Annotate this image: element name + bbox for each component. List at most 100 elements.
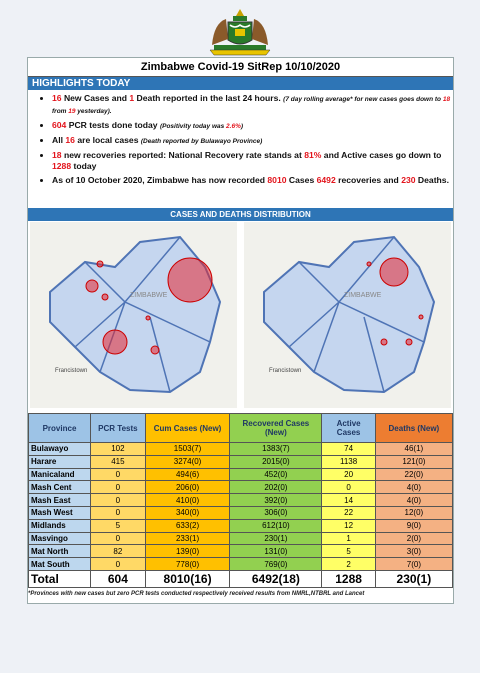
cell: 612(10) [229,518,323,533]
highlight-text: today [71,161,97,171]
highlight-text: yesterday). [75,108,112,115]
row: Masvingo 0 233(1) 230(1) 1 2(0) [28,531,454,546]
cell: 12 [321,518,376,533]
highlight-text: 81% [304,150,322,160]
sitrep: Zimbabwe Covid-19 SitRep 10/10/2020 HIGH… [27,57,454,604]
map-label: Francistown [55,368,87,374]
row: Manicaland 0 494(6) 452(0) 20 22(0) [28,467,454,482]
highlight: 604 PCR tests done today (Positivity tod… [52,120,457,132]
cell: Mash West [28,505,91,520]
cell: 14 [321,493,376,507]
total-cell: 8010(16) [144,569,231,588]
cell: 1503(7) [144,442,231,456]
row: Midlands 5 633(2) 612(10) 12 9(0) [28,518,454,533]
highlight-text: (Death reported by Bulawayo Province) [140,138,263,145]
cell: Mash East [28,493,91,507]
cell: 0 [89,557,146,571]
cell: 74 [321,442,376,456]
total-cell: 1288 [321,569,376,588]
case-bubble [101,293,109,301]
highlight-text: As of 10 October 2020, Zimbabwe has now … [52,175,268,185]
header-cell: Recovered Cases (New) [229,413,323,443]
header-row: Province PCR Tests Cum Cases (New) Recovere… [28,413,454,443]
highlight-text: PCR tests done today [66,120,160,130]
highlight-text: (Positivity today was [159,123,227,130]
cell: 121(0) [374,454,454,469]
cell: 139(0) [144,544,231,559]
cell: 3(0) [374,544,454,559]
cell: 7(0) [374,557,454,571]
cell: 102 [89,442,146,456]
cell: 1383(7) [229,442,323,456]
cell: 22(0) [374,467,454,482]
highlight-text: All [52,135,66,145]
highlight-text: 18 [442,96,451,103]
case-bubble [96,260,104,268]
cell: Harare [28,454,91,469]
header-cell: Deaths (New) [374,413,454,443]
highlight-text: 2.6% [226,123,241,130]
cell: 0 [89,493,146,507]
cell: 0 [89,467,146,482]
highlight-text: Deaths. [415,175,449,185]
cell: Manicaland [28,467,91,482]
total-cell: Total [28,569,91,588]
header-cell: PCR Tests [89,413,146,443]
row: Harare 415 3274(0) 2015(0) 1138 121(0) [28,454,454,469]
cell: 1 [321,531,376,546]
map-label: ZIMBABWE [344,292,382,299]
cell: 12(0) [374,505,454,520]
cell: 494(6) [144,467,231,482]
cell: 392(0) [229,493,323,507]
cell: 0 [89,480,146,495]
province-borders [288,236,425,393]
row: Mat North 82 139(0) 131(0) 5 3(0) [28,544,454,559]
highlight-text: 1288 [52,161,72,171]
footnote: *Provinces with new cases but zero PCR t… [28,591,365,597]
cell: 5 [321,544,376,559]
map: ZIMBABWE Francistown [244,222,451,408]
highlight-text: (7 day rolling average* for new cases go… [283,96,443,103]
cell: 2(0) [374,531,454,546]
coat-of-arms [209,9,271,56]
row: Mash East 0 410(0) 392(0) 14 4(0) [28,493,454,507]
cell: 131(0) [229,544,323,559]
highlight-text: 16 [65,135,75,145]
highlight-text: 16 [52,93,62,103]
cell: 778(0) [144,557,231,571]
cell: 415 [89,454,146,469]
highlight-text: 6492 [316,175,336,185]
total-cell: 230(1) [374,569,454,588]
cell: 5 [89,518,146,533]
header-cell: Cum Cases (New) [144,413,231,443]
highlight: 18 new recoveries reported: National Rec… [52,150,457,172]
cell: 633(2) [144,518,231,533]
case-bubble [150,345,160,355]
cell: 9(0) [374,518,454,533]
highlight-text: 230 [401,175,416,185]
case-bubble [102,329,128,355]
cell: 0 [321,480,376,495]
row: Mash West 0 340(0) 306(0) 22 12(0) [28,505,454,520]
cell: 233(1) [144,531,231,546]
case-bubble [366,261,372,267]
case-bubble [418,314,424,320]
map: ZIMBABWE Francistown [30,222,237,408]
cell: 452(0) [229,467,323,482]
row: Mat South 0 778(0) 769(0) 2 7(0) [28,557,454,571]
cell: 2 [321,557,376,571]
highlight-text: and Active cases go down to [321,150,442,160]
cell: 46(1) [374,442,454,456]
maps: ZIMBABWE Francistown ZIMBABWE Francistown [30,222,451,408]
highlight-text: Cases [286,175,317,185]
total-cell: 6492(18) [229,569,323,588]
case-bubble [405,338,413,346]
cell: 22 [321,505,376,520]
cell: 769(0) [229,557,323,571]
case-bubble [167,257,213,303]
province-table: Province PCR Tests Cum Cases (New) Recovere… [28,413,454,588]
cell: 340(0) [144,505,231,520]
cell: 82 [89,544,146,559]
row: Mash Cent 0 206(0) 202(0) 0 4(0) [28,480,454,495]
highlight-text: ) [240,123,244,130]
